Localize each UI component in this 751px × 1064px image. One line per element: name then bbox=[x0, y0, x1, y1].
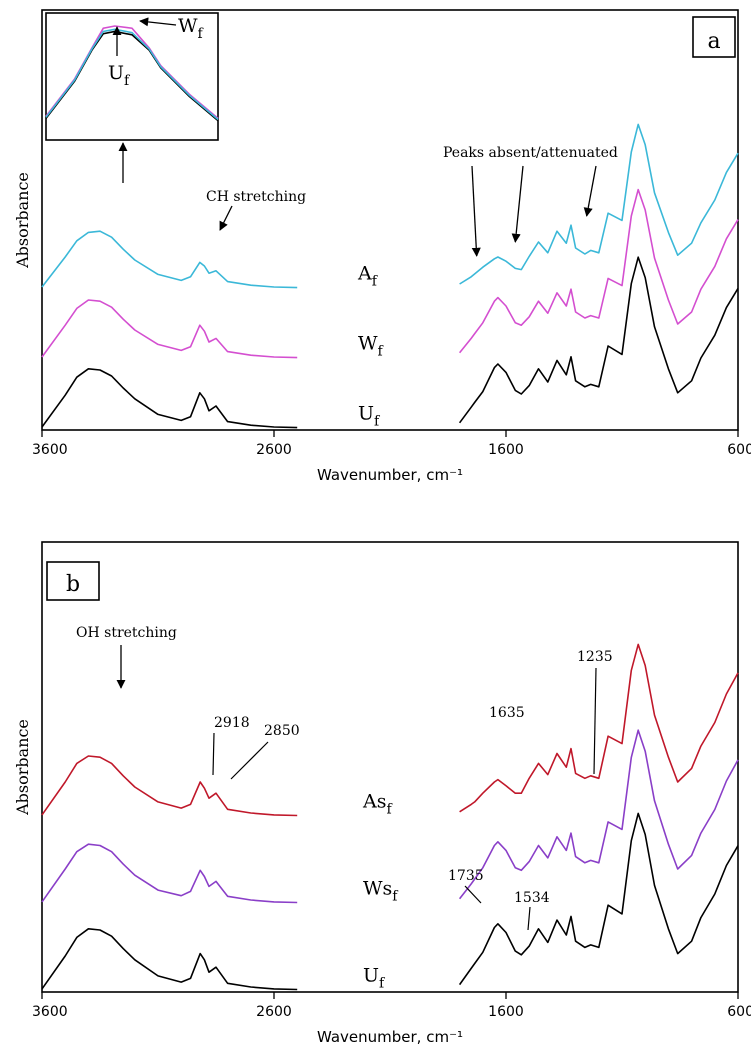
inset-label-u-main: U bbox=[108, 62, 124, 84]
series-label-as-main: As bbox=[362, 791, 386, 813]
annotation-line-2850 bbox=[230, 741, 269, 780]
annotation-peaks-absent: Peaks absent/attenuated bbox=[443, 145, 618, 161]
annotation-1635: 1635 bbox=[489, 705, 525, 721]
y-axis-label: Absorbance bbox=[13, 719, 32, 816]
annotation-1735: 1735 bbox=[448, 868, 484, 884]
series-label-a-sub: f bbox=[372, 274, 379, 290]
inset-label-w-main: W bbox=[178, 15, 198, 37]
annotation-oh-stretching: OH stretching bbox=[76, 625, 177, 641]
inset-arrow-w bbox=[139, 17, 177, 27]
series-line-a bbox=[41, 230, 298, 289]
annotation-1534: 1534 bbox=[514, 890, 550, 906]
annotation-line-1534 bbox=[527, 906, 531, 931]
annotation-line-1735 bbox=[464, 885, 482, 904]
panel-a: 3600 2600 1600 600 Wavenumber, cm⁻¹ Absorbanc… bbox=[13, 9, 751, 484]
series-label-w-main: W bbox=[358, 333, 378, 355]
x-axis-label: Wavenumber, cm⁻¹ bbox=[317, 1028, 463, 1046]
series-line-as bbox=[459, 643, 739, 813]
x-tick-label: 3600 bbox=[32, 1004, 68, 1020]
series-label-u-sub: f bbox=[374, 414, 381, 430]
x-tick-label: 1600 bbox=[488, 1004, 524, 1020]
annotation-2850: 2850 bbox=[264, 723, 300, 739]
series-line-ws bbox=[458, 729, 739, 900]
series-line-w bbox=[458, 188, 739, 354]
series-label-ws-sub: f bbox=[392, 889, 399, 905]
series-line-u bbox=[41, 927, 298, 991]
x-tick-label: 1600 bbox=[488, 442, 524, 458]
annotation-ch-stretching: CH stretching bbox=[206, 189, 306, 205]
series-line-ws bbox=[41, 843, 298, 904]
series-label-u-main: U bbox=[363, 965, 379, 987]
x-tick-label: 2600 bbox=[256, 1004, 292, 1020]
series-label-a-main: A bbox=[357, 263, 372, 285]
x-axis-label: Wavenumber, cm⁻¹ bbox=[317, 466, 463, 484]
plot-frame bbox=[41, 541, 739, 993]
x-tick-label: 2600 bbox=[256, 442, 292, 458]
annotation-line-1235 bbox=[593, 667, 597, 775]
series-label-u-sub: f bbox=[379, 976, 386, 992]
series-line-a bbox=[459, 123, 739, 285]
series-label-w-sub: f bbox=[378, 344, 385, 360]
annotation-2918: 2918 bbox=[214, 715, 250, 731]
series-label-as-sub: f bbox=[386, 802, 393, 818]
inset-label-u: Uf bbox=[108, 62, 131, 89]
series-label-ws: Wsf bbox=[363, 878, 399, 905]
series-line-as bbox=[41, 755, 298, 817]
panel-label-box bbox=[692, 16, 736, 58]
x-tick-label: 600 bbox=[727, 1004, 751, 1020]
inset-line-a bbox=[45, 28, 219, 121]
panel-label: a bbox=[707, 29, 720, 54]
panel-b: 3600 2600 1600 600 Wavenumber, cm⁻¹ Absorbanc… bbox=[13, 541, 751, 1046]
series-label-a: Af bbox=[357, 263, 379, 290]
series-label-w: Wf bbox=[358, 333, 385, 360]
series-line-u bbox=[458, 812, 739, 986]
panel-label-box bbox=[46, 561, 100, 601]
x-tick-label: 600 bbox=[727, 442, 751, 458]
inset-label-w: Wf bbox=[178, 15, 205, 42]
annotation-arrow-ch bbox=[219, 205, 233, 231]
x-tick-label: 3600 bbox=[32, 442, 68, 458]
annotation-1235: 1235 bbox=[577, 649, 613, 665]
inset-label-w-sub: f bbox=[198, 26, 205, 42]
annotation-arrow-peak bbox=[583, 165, 597, 217]
series-line-w bbox=[41, 299, 298, 359]
series-line-u bbox=[41, 367, 298, 429]
annotation-line-2918 bbox=[212, 732, 215, 776]
series-line-u bbox=[458, 256, 739, 424]
annotation-arrow-peak bbox=[471, 165, 481, 257]
series-label-u: Uf bbox=[358, 403, 381, 430]
series-label-u-main: U bbox=[358, 403, 374, 425]
series-label-as: Asf bbox=[362, 791, 393, 818]
annotation-arrow-peak bbox=[511, 165, 524, 243]
inset-label-u-sub: f bbox=[124, 73, 131, 89]
y-axis-label: Absorbance bbox=[13, 172, 32, 269]
series-label-u: Uf bbox=[363, 965, 386, 992]
series-label-ws-main: Ws bbox=[363, 878, 392, 900]
panel-label: b bbox=[66, 572, 80, 597]
